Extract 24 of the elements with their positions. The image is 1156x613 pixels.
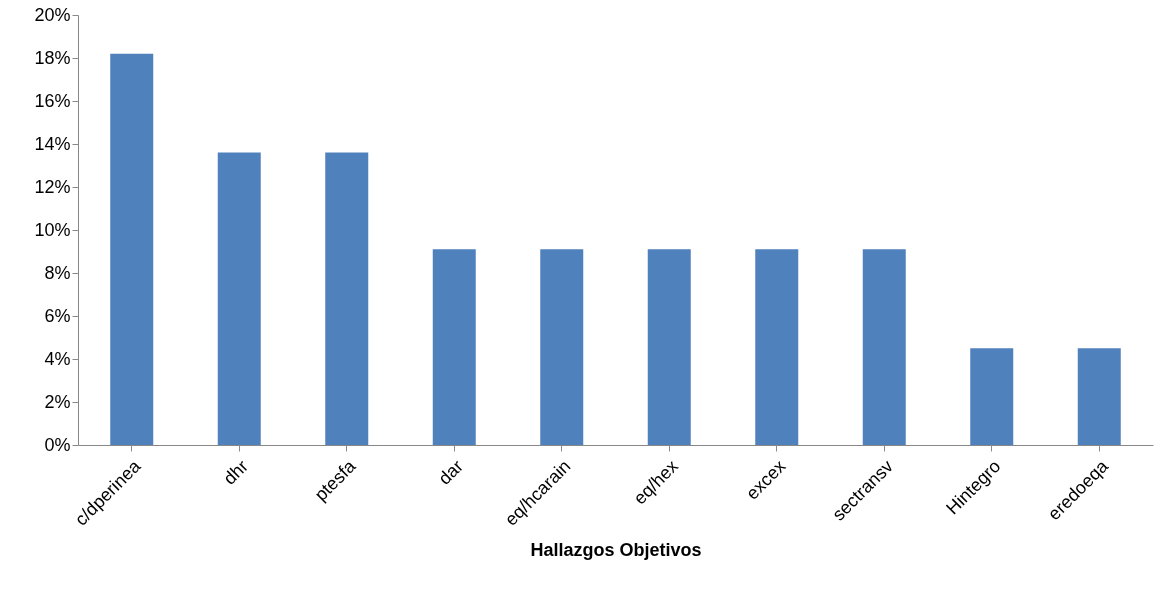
y-tick-label: 12% [34, 176, 71, 197]
bar [110, 53, 154, 445]
bar [1077, 348, 1121, 445]
y-tick-label: 2% [44, 391, 71, 412]
y-tick-label: 10% [34, 219, 71, 240]
bar [755, 249, 799, 445]
y-tick-label: 4% [44, 348, 71, 369]
y-tick-label: 8% [44, 262, 71, 283]
bar [217, 152, 261, 445]
x-tick-label: dar [434, 456, 467, 489]
bar [325, 152, 369, 445]
bar [432, 249, 476, 445]
x-axis-title: Hallazgos Objetivos [530, 539, 702, 560]
y-tick-label: 6% [44, 305, 71, 326]
x-tick-label: dhr [219, 456, 252, 489]
y-tick-label: 16% [34, 90, 71, 111]
y-tick-label: 14% [34, 133, 71, 154]
bar [970, 348, 1014, 445]
y-tick-label: 20% [34, 4, 71, 25]
bar [862, 249, 906, 445]
y-tick-label: 0% [44, 434, 71, 455]
y-tick-label: 18% [34, 47, 71, 68]
bar [647, 249, 691, 445]
bar [540, 249, 584, 445]
